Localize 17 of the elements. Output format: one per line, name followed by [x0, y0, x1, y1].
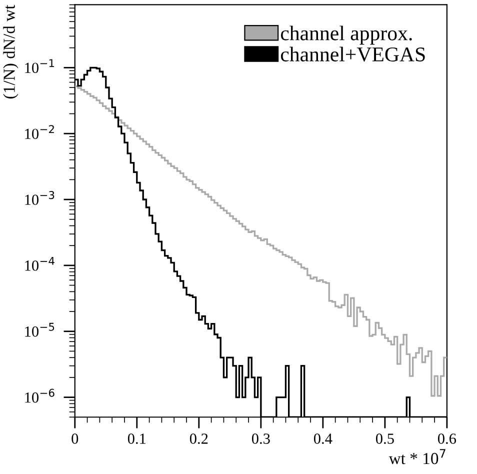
x-tick-label: 0.5 [376, 434, 394, 444]
y-tick-label: 10$^{−3}$ [25, 190, 54, 205]
y-axis-title: (1/N) dN/d wt [3, 4, 18, 98]
x-tick-label: 0.4 [314, 434, 332, 444]
x-tick-label: 0.1 [128, 434, 146, 444]
y-tick-label: 10$^{−6}$ [25, 388, 54, 403]
x-tick-label: 0.6 [438, 434, 456, 444]
legend-label: channel approx. [280, 26, 412, 45]
y-tick-label: 10$^{−5}$ [25, 322, 54, 337]
y-tick-label: 10$^{−2}$ [25, 125, 54, 140]
x-tick-label: 0.3 [252, 434, 270, 444]
y-tick-label: 10$^{−1}$ [25, 59, 54, 74]
x-tick-label: 0 [72, 434, 78, 444]
x-axis-title: wt * 10$^{7}$ [388, 449, 446, 464]
x-tick-label: 0.2 [190, 434, 208, 444]
y-tick-label: 10$^{−4}$ [25, 257, 54, 271]
legend-label: channel+VEGAS [280, 46, 425, 62]
